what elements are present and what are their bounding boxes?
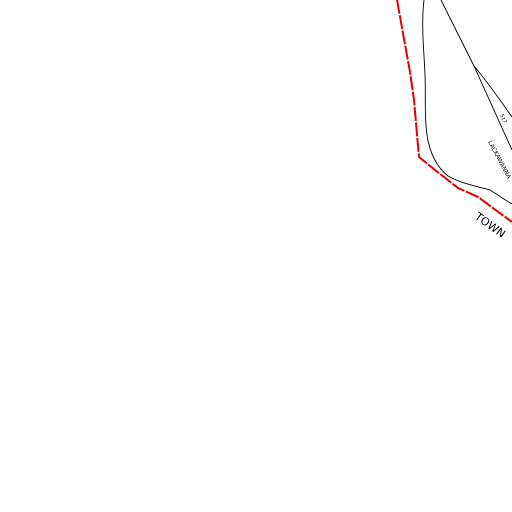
route-label: 517 — [498, 113, 507, 124]
road-line — [422, 0, 512, 205]
town-boundary — [396, 0, 512, 223]
road-line — [473, 65, 512, 118]
